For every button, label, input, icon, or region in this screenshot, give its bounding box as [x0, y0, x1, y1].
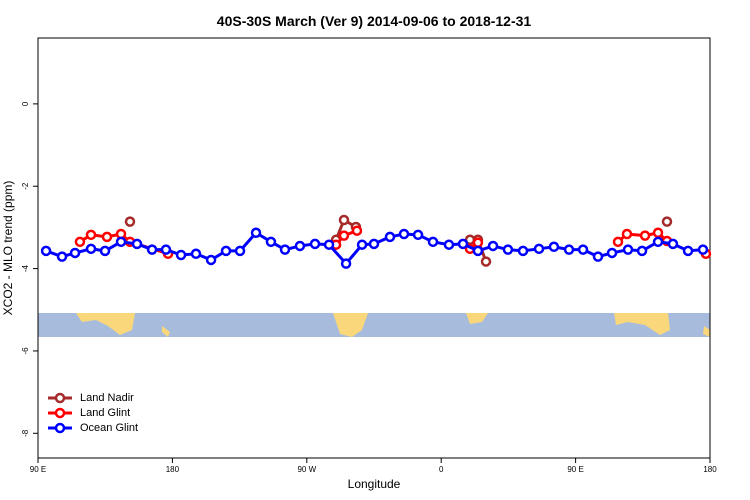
point	[592, 251, 604, 262]
point	[384, 231, 396, 243]
point	[652, 227, 664, 239]
point	[480, 256, 492, 267]
point	[309, 238, 321, 250]
point	[234, 245, 246, 257]
y-tick-label: -2	[21, 182, 30, 190]
point	[351, 225, 363, 236]
point	[577, 244, 589, 255]
x-tick-label: 180	[703, 465, 717, 474]
legend-marker	[54, 392, 66, 404]
point	[279, 244, 291, 255]
y-tick-label: 0	[21, 101, 30, 106]
point	[124, 216, 136, 227]
x-tick-label: 180	[166, 465, 180, 474]
point	[612, 236, 624, 248]
legend-label: Ocean Glint	[80, 422, 138, 434]
point	[636, 245, 648, 257]
point	[205, 254, 217, 266]
point	[69, 247, 81, 259]
point	[160, 244, 172, 255]
point	[412, 229, 424, 241]
x-axis-label: Longitude	[348, 477, 401, 491]
chart-title: 40S-30S March (Ver 9) 2014-09-06 to 2018…	[217, 13, 532, 29]
x-tick-label: 90 E	[30, 465, 46, 474]
point	[548, 241, 560, 253]
point	[356, 239, 368, 250]
point	[40, 245, 52, 257]
point	[443, 239, 455, 250]
legend-label: Land Glint	[80, 407, 130, 419]
point	[190, 248, 202, 260]
legend-label: Land Nadir	[80, 392, 134, 404]
y-tick-label: -6	[21, 347, 30, 355]
point	[682, 245, 694, 257]
point	[146, 244, 158, 255]
point	[368, 238, 380, 250]
x-tick-label: 0	[439, 465, 444, 474]
point	[533, 243, 545, 255]
point	[99, 245, 111, 257]
map-strip	[38, 313, 710, 337]
point	[502, 244, 514, 255]
plot-frame	[37, 37, 711, 459]
point	[250, 227, 262, 239]
point	[427, 236, 439, 248]
x-tick-label: 90 E	[567, 465, 583, 474]
point	[220, 245, 232, 257]
point	[323, 239, 335, 250]
point	[85, 229, 97, 241]
x-tick-label: 90 W	[297, 465, 316, 474]
plot	[40, 214, 710, 269]
point	[338, 214, 350, 226]
point	[652, 236, 664, 248]
point	[115, 236, 127, 248]
point	[621, 228, 633, 240]
point	[667, 238, 679, 250]
point	[517, 245, 529, 257]
point	[639, 230, 651, 241]
point	[472, 245, 484, 257]
y-axis-label: XCO2 - MLO trend (ppm)	[1, 181, 15, 316]
point	[85, 243, 97, 255]
point	[457, 238, 469, 250]
y-tick-label: -8	[21, 429, 30, 437]
point	[338, 230, 350, 241]
legend-marker	[54, 407, 66, 419]
point	[487, 240, 499, 252]
point	[101, 231, 113, 243]
point	[398, 228, 410, 240]
point	[622, 244, 634, 255]
point	[74, 236, 86, 248]
point	[606, 247, 618, 259]
point	[697, 244, 709, 255]
point	[265, 236, 277, 248]
point	[56, 251, 68, 262]
legend-marker	[54, 422, 66, 434]
point	[131, 238, 143, 250]
point	[472, 237, 484, 248]
point	[340, 258, 352, 269]
point	[563, 244, 575, 255]
point	[661, 216, 673, 227]
point	[175, 249, 187, 261]
point	[294, 240, 306, 252]
y-tick-label: -4	[21, 264, 30, 272]
